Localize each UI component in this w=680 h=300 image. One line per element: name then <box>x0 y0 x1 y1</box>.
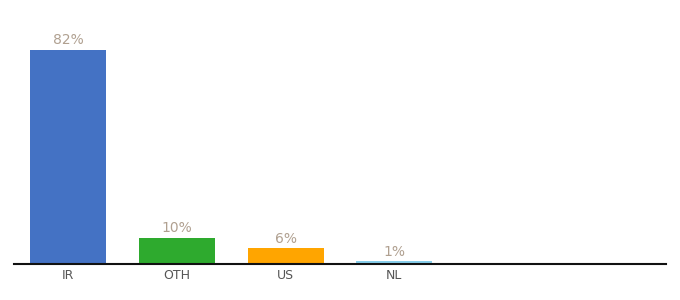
Bar <box>30 50 106 264</box>
Text: 1%: 1% <box>384 245 405 259</box>
Bar <box>139 238 215 264</box>
Bar <box>356 261 432 264</box>
Text: 82%: 82% <box>52 34 84 47</box>
Bar <box>248 248 324 264</box>
Text: 6%: 6% <box>275 232 296 246</box>
Text: 10%: 10% <box>161 221 192 235</box>
